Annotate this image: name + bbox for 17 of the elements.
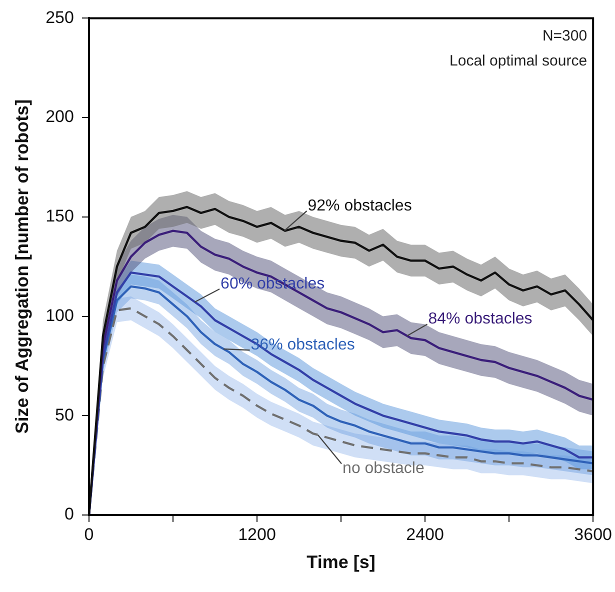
x-tick-label: 0 <box>84 524 94 544</box>
y-tick-label: 150 <box>46 206 74 226</box>
x-tick-label: 2400 <box>406 524 444 544</box>
annotation: N=300 <box>542 27 588 44</box>
y-axis-title: Size of Aggregation [number of robots] <box>12 99 32 434</box>
x-axis-title: Time [s] <box>306 552 376 572</box>
x-tick-label: 3600 <box>574 524 612 544</box>
series-label: 84% obstacles <box>428 310 532 328</box>
annotation: Local optimal source <box>450 52 588 70</box>
x-tick-label: 1200 <box>238 524 276 544</box>
y-tick-label: 250 <box>46 8 74 27</box>
series-label: no obstacle <box>342 460 424 478</box>
y-tick-label: 50 <box>55 405 74 424</box>
y-tick-label: 200 <box>46 107 74 126</box>
y-tick-label: 100 <box>46 306 74 325</box>
series-label: 92% obstacles <box>308 197 412 214</box>
y-tick-label: 0 <box>64 504 74 524</box>
